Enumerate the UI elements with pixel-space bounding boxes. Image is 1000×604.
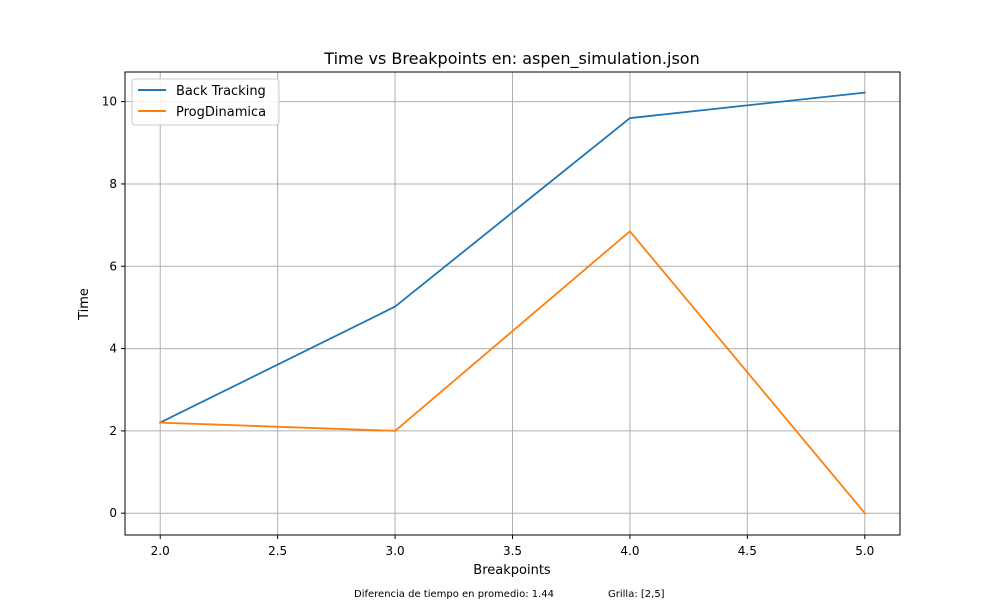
legend-box (131, 78, 280, 126)
legend-label-back-tracking: Back Tracking (176, 84, 266, 99)
series-line-back-tracking (158, 91, 866, 424)
y-tick-label: 10 (102, 95, 117, 109)
series-lines (158, 91, 867, 515)
x-tick-label: 3.0 (386, 544, 405, 558)
y-tick-label: 4 (109, 342, 117, 356)
x-axis-ticks: 2.0 2.5 3.0 3.5 4.0 4.5 5.0 (151, 535, 874, 558)
x-tick-label: 4.0 (620, 544, 639, 558)
y-axis-ticks: 0 2 4 6 8 10 (102, 95, 125, 520)
y-tick-label: 2 (109, 424, 117, 438)
y-axis-label: Time (77, 288, 92, 321)
x-tick-label: 4.5 (738, 544, 757, 558)
footer-grid-range: Grilla: [2,5] (608, 589, 665, 600)
series-line-progdinamica (159, 230, 867, 515)
x-axis-label: Breakpoints (473, 563, 551, 578)
x-tick-label: 2.5 (268, 544, 287, 558)
y-tick-label: 8 (109, 177, 117, 191)
x-tick-label: 3.5 (503, 544, 522, 558)
y-tick-label: 6 (109, 259, 117, 273)
legend: Back Tracking ProgDinamica (131, 78, 280, 126)
legend-label-progdinamica: ProgDinamica (176, 105, 266, 120)
x-tick-label: 5.0 (855, 544, 874, 558)
y-tick-label: 0 (109, 506, 117, 520)
chart-title: Time vs Breakpoints en: aspen_simulation… (323, 49, 699, 69)
x-tick-label: 2.0 (151, 544, 170, 558)
grid-lines (125, 72, 900, 535)
footer-average-difference: Diferencia de tiempo en promedio: 1.44 (354, 589, 554, 600)
